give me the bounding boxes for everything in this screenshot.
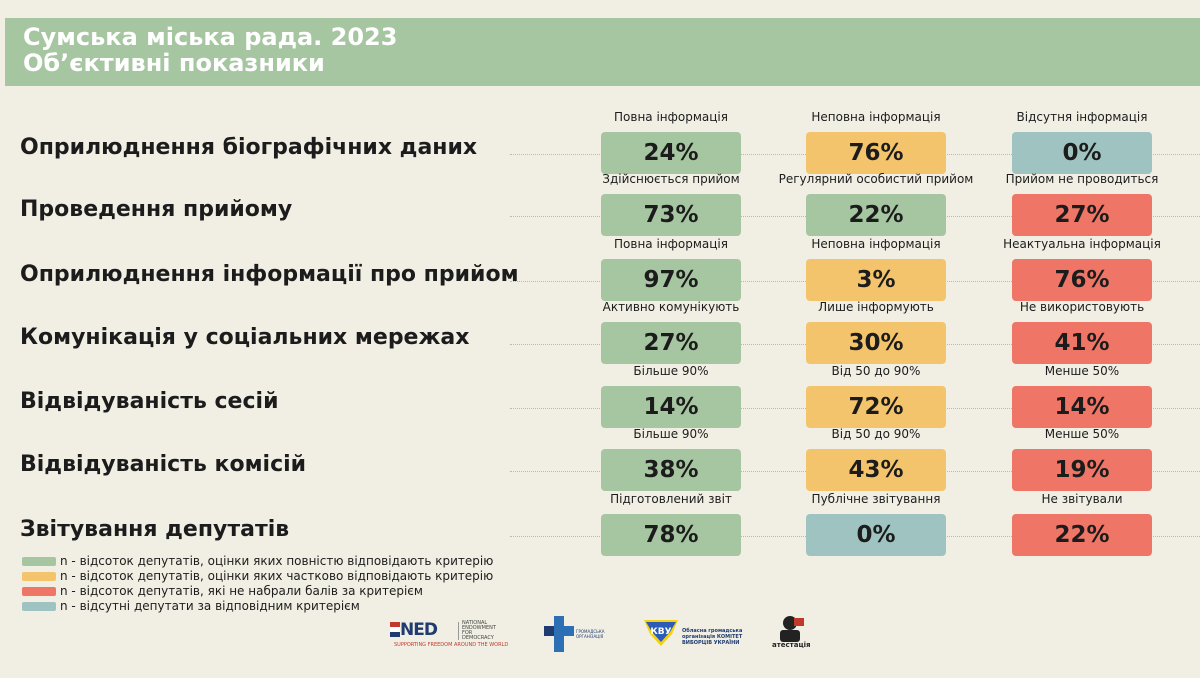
- cell-category-label: Не звітували: [1041, 492, 1123, 506]
- ned-logo: NED NATIONAL ENDOWMENT FOR DEMOCRACY SUP…: [390, 620, 508, 650]
- atestatsiia-logo: атестація: [772, 614, 812, 652]
- percentage-badge: 41%: [1012, 322, 1152, 364]
- indicator-row: Проведення прийому Здійснюється прийом 73%…: [0, 172, 1200, 238]
- legend-text: n - відсоток депутатів, оцінки яких част…: [60, 569, 494, 583]
- cvu-logo: КВУ Обласна громадська організація КОМІТ…: [642, 616, 752, 652]
- percentage-badge: 19%: [1012, 449, 1152, 491]
- percentage-badge: 72%: [806, 386, 946, 428]
- percentage-badge: 24%: [601, 132, 741, 174]
- cell-category-label: Від 50 до 90%: [831, 364, 921, 378]
- svg-text:КВУ: КВУ: [650, 627, 671, 637]
- cell-category-label: Повна інформація: [614, 110, 728, 124]
- percentage-badge: 27%: [1012, 194, 1152, 236]
- legend-text: n - відсоток депутатів, оцінки яких повн…: [60, 554, 494, 568]
- percentage-badge: 43%: [806, 449, 946, 491]
- cell-category-label: Неактуальна інформація: [1003, 237, 1161, 251]
- atestatsiia-text: атестація: [772, 641, 811, 649]
- percentage-badge: 22%: [1012, 514, 1152, 556]
- percentage-badge: 30%: [806, 322, 946, 364]
- indicator-label: Проведення прийому: [20, 197, 293, 222]
- legend-swatch-green: [22, 557, 56, 566]
- indicator-row: Відвідуваність комісій Більше 90% 38% Від 5…: [0, 427, 1200, 493]
- cell-category-label: Регулярний особистий прийом: [778, 172, 974, 186]
- percentage-badge: 38%: [601, 449, 741, 491]
- cell-category-label: Від 50 до 90%: [831, 427, 921, 441]
- cell-category-label: Більше 90%: [633, 427, 709, 441]
- indicator-row: Оприлюднення інформації про прийом Повна …: [0, 237, 1200, 303]
- percentage-badge: 14%: [1012, 386, 1152, 428]
- percentage-badge: 22%: [806, 194, 946, 236]
- percentage-badge: 76%: [1012, 259, 1152, 301]
- title-banner: Сумська міська рада. 2023 Об’єктивні пок…: [5, 18, 1200, 86]
- legend-text: n - відсутні депутати за відповідним кри…: [60, 599, 360, 613]
- indicator-row: Комунікація у соціальних мережах Активно …: [0, 300, 1200, 366]
- percentage-badge: 78%: [601, 514, 741, 556]
- legend-swatch-yellow: [22, 572, 56, 581]
- indicator-row: Оприлюднення біографічних даних Повна інф…: [0, 110, 1200, 176]
- percentage-badge: 97%: [601, 259, 741, 301]
- indicator-label: Оприлюднення біографічних даних: [20, 135, 478, 160]
- indicator-label: Звітування депутатів: [20, 517, 290, 542]
- percentage-badge: 0%: [1012, 132, 1152, 174]
- ned-small-text: NATIONAL ENDOWMENT FOR DEMOCRACY: [462, 620, 496, 641]
- cell-category-label: Публічне звітування: [811, 492, 941, 506]
- cell-category-label: Лише інформують: [818, 300, 934, 314]
- partner-logos: NED NATIONAL ENDOWMENT FOR DEMOCRACY SUP…: [0, 612, 1200, 652]
- cell-category-label: Неповна інформація: [811, 237, 941, 251]
- cell-category-label: Менше 50%: [1044, 427, 1120, 441]
- indicator-label: Відвідуваність сесій: [20, 389, 279, 414]
- cell-category-label: Відсутня інформація: [1016, 110, 1148, 124]
- indicator-label: Відвідуваність комісій: [20, 452, 307, 477]
- legend-swatch-teal: [22, 602, 56, 611]
- cross-logo-text: ГРОМАДСЬКА ОРГАНІЗАЦІЯ: [576, 629, 605, 639]
- cell-category-label: Повна інформація: [614, 237, 728, 251]
- person-icon: [780, 616, 804, 642]
- indicator-row: Відвідуваність сесій Більше 90% 14% Від 50 …: [0, 364, 1200, 430]
- cell-category-label: Неповна інформація: [811, 110, 941, 124]
- cell-category-label: Здійснюється прийом: [602, 172, 740, 186]
- cell-category-label: Прийом не проводиться: [1005, 172, 1159, 186]
- ned-tagline: SUPPORTING FREEDOM AROUND THE WORLD: [394, 642, 509, 648]
- percentage-badge: 76%: [806, 132, 946, 174]
- ned-name: NED: [400, 620, 438, 640]
- legend-text: n - відсоток депутатів, які не набрали б…: [60, 584, 423, 598]
- indicator-label: Оприлюднення інформації про прийом: [20, 262, 519, 287]
- cell-category-label: Більше 90%: [633, 364, 709, 378]
- cvu-logo-text: Обласна громадська організація КОМІТЕТ В…: [682, 628, 743, 646]
- percentage-badge: 3%: [806, 259, 946, 301]
- cross-icon: [544, 616, 574, 652]
- indicator-row: Звітування депутатів Підготовлений звіт 78…: [0, 492, 1200, 558]
- percentage-badge: 73%: [601, 194, 741, 236]
- page-title: Сумська міська рада. 2023: [23, 23, 398, 51]
- cvu-emblem-icon: КВУ: [644, 620, 678, 646]
- percentage-badge: 14%: [601, 386, 741, 428]
- cross-logo: ГРОМАДСЬКА ОРГАНІЗАЦІЯ: [544, 616, 604, 652]
- percentage-badge: 0%: [806, 514, 946, 556]
- percentage-badge: 27%: [601, 322, 741, 364]
- cell-category-label: Не використовують: [1019, 300, 1145, 314]
- cell-category-label: Менше 50%: [1044, 364, 1120, 378]
- cell-category-label: Активно комунікують: [602, 300, 740, 314]
- indicator-label: Комунікація у соціальних мережах: [20, 325, 470, 350]
- legend-swatch-red: [22, 587, 56, 596]
- page-subtitle: Об’єктивні показники: [23, 49, 325, 77]
- ned-flag-icon: [390, 622, 400, 637]
- cell-category-label: Підготовлений звіт: [610, 492, 732, 506]
